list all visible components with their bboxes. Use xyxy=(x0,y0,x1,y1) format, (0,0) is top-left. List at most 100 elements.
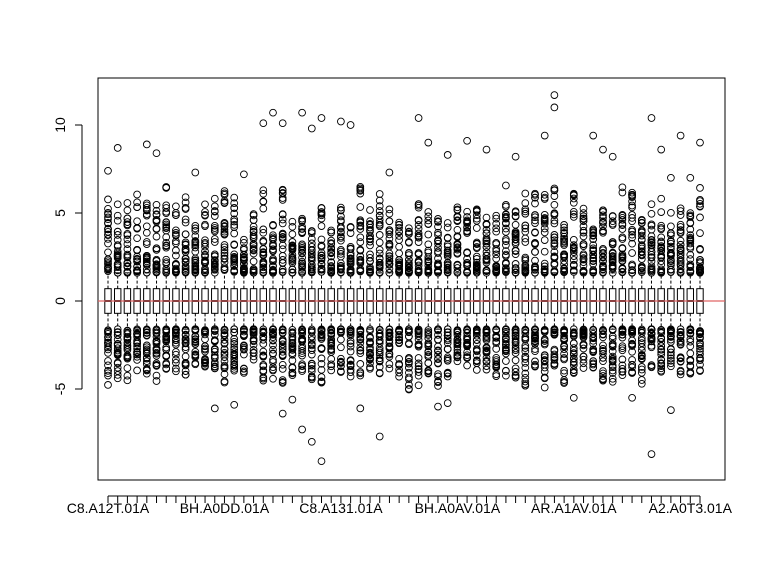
outlier-point xyxy=(269,333,277,342)
outlier-point xyxy=(307,263,316,272)
outlier-point xyxy=(210,351,219,360)
outlier-point xyxy=(434,254,442,263)
outlier-point xyxy=(162,218,171,226)
outlier-point xyxy=(540,335,549,344)
outlier-point xyxy=(220,225,229,234)
outlier-point xyxy=(647,253,656,261)
outlier-point xyxy=(657,253,666,262)
outlier-point xyxy=(540,216,549,225)
outlier-point xyxy=(162,242,171,250)
outlier-point xyxy=(375,332,384,341)
outlier-point xyxy=(104,366,112,375)
outlier-point xyxy=(676,251,685,259)
outlier-point xyxy=(366,265,374,274)
outlier-point xyxy=(152,348,161,357)
outlier-point xyxy=(531,357,539,366)
outlier-point xyxy=(608,326,617,334)
outlier-point xyxy=(540,228,549,237)
outlier-point xyxy=(133,348,141,357)
outlier-point xyxy=(249,352,258,361)
outlier-point xyxy=(599,375,607,384)
outlier-point xyxy=(424,326,433,334)
outlier-point xyxy=(424,334,433,343)
outlier-point xyxy=(608,268,617,277)
outlier-point xyxy=(123,364,132,372)
outlier-point xyxy=(278,196,287,204)
outlier-point xyxy=(142,222,151,231)
outlier-point xyxy=(472,357,481,366)
outlier-point xyxy=(220,246,229,254)
outlier-point xyxy=(230,250,239,259)
outlier-point xyxy=(152,244,161,253)
outlier-point xyxy=(113,260,122,268)
outlier-point xyxy=(482,362,491,370)
outlier-point xyxy=(201,258,209,267)
outlier-point xyxy=(618,326,627,335)
outlier-point xyxy=(579,215,588,223)
outlier-point xyxy=(560,366,568,375)
outlier-point xyxy=(599,349,607,358)
outlier-point xyxy=(191,267,200,276)
outlier-point xyxy=(375,231,384,239)
outlier-point xyxy=(152,325,161,334)
outlier-point xyxy=(667,239,675,248)
outlier-point xyxy=(210,326,219,335)
outlier-point xyxy=(269,325,277,334)
outlier-point xyxy=(327,226,336,235)
outlier-point xyxy=(356,216,365,225)
outlier-point xyxy=(142,228,151,237)
outlier-point xyxy=(686,326,695,335)
outlier-point xyxy=(133,234,141,243)
outlier-point xyxy=(511,334,520,343)
outlier-point xyxy=(307,249,316,258)
outlier-point xyxy=(540,224,549,233)
outlier-point xyxy=(142,238,151,246)
outlier-point xyxy=(259,245,268,253)
outlier-point xyxy=(123,214,132,223)
outlier-point xyxy=(560,342,568,350)
outlier-point xyxy=(560,260,568,269)
outlier-point xyxy=(502,224,510,233)
outlier-point xyxy=(550,253,559,262)
outlier-point xyxy=(240,345,248,354)
outlier-point xyxy=(618,346,627,355)
outlier-point xyxy=(540,259,549,268)
outlier-point xyxy=(133,252,141,261)
outlier-point xyxy=(278,360,287,369)
outlier-point xyxy=(220,187,229,195)
outlier-point xyxy=(346,325,355,334)
outlier-point xyxy=(307,245,316,254)
outlier-point xyxy=(152,351,161,360)
outlier-point xyxy=(307,340,316,348)
outlier-point xyxy=(569,194,578,203)
outlier-point xyxy=(502,357,510,365)
outlier-point xyxy=(133,366,141,375)
outlier-point xyxy=(191,224,200,233)
outlier-point xyxy=(366,355,374,363)
outlier-point xyxy=(589,260,598,268)
outlier-point xyxy=(288,254,297,262)
outlier-point xyxy=(618,368,627,376)
outlier-point xyxy=(181,240,190,249)
outlier-point xyxy=(288,336,297,344)
outlier-point xyxy=(560,229,568,238)
outlier-point xyxy=(628,327,636,336)
outlier-point xyxy=(113,227,122,236)
outlier-point xyxy=(531,228,539,237)
outlier-point xyxy=(327,228,336,237)
outlier-point xyxy=(249,211,258,220)
outlier-point xyxy=(366,326,374,335)
outlier-point xyxy=(482,251,491,260)
outlier-point xyxy=(337,250,345,258)
outlier-point xyxy=(608,248,617,257)
outlier-point xyxy=(686,250,695,259)
outlier-point xyxy=(569,268,578,276)
outlier-point xyxy=(385,205,394,214)
outlier-point xyxy=(667,362,675,371)
outlier-point xyxy=(201,264,209,273)
outlier-point xyxy=(667,329,675,338)
outlier-point xyxy=(356,238,365,246)
outlier-point xyxy=(172,350,180,359)
outlier-point xyxy=(385,343,394,352)
outlier-point xyxy=(482,255,491,264)
